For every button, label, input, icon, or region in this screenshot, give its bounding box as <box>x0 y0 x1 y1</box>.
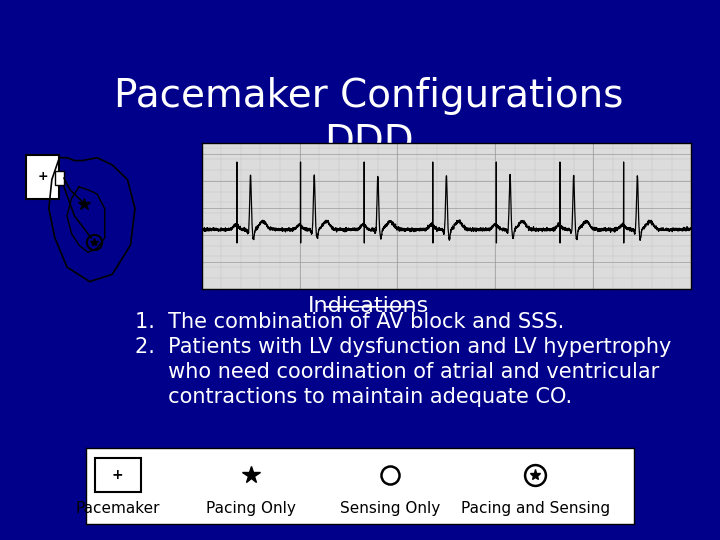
Bar <box>55 171 64 185</box>
Text: +: + <box>37 170 48 183</box>
Text: 2.  Patients with LV dysfunction and LV hypertrophy: 2. Patients with LV dysfunction and LV h… <box>135 337 671 357</box>
Text: 1.  The combination of AV block and SSS.: 1. The combination of AV block and SSS. <box>135 312 564 332</box>
Text: +: + <box>112 468 123 482</box>
Text: contractions to maintain adequate CO.: contractions to maintain adequate CO. <box>135 387 572 407</box>
Text: Sensing Only: Sensing Only <box>340 501 440 516</box>
Text: DDD: DDD <box>324 123 414 161</box>
Text: Indications: Indications <box>308 295 430 315</box>
Text: Pacing and Sensing: Pacing and Sensing <box>461 501 610 516</box>
Text: Pacemaker: Pacemaker <box>76 501 160 516</box>
Bar <box>94 458 141 492</box>
Text: who need coordination of atrial and ventricular: who need coordination of atrial and vent… <box>135 362 659 382</box>
Bar <box>26 155 59 199</box>
Text: Pacemaker Configurations: Pacemaker Configurations <box>114 77 624 115</box>
Text: Pacing Only: Pacing Only <box>206 501 295 516</box>
